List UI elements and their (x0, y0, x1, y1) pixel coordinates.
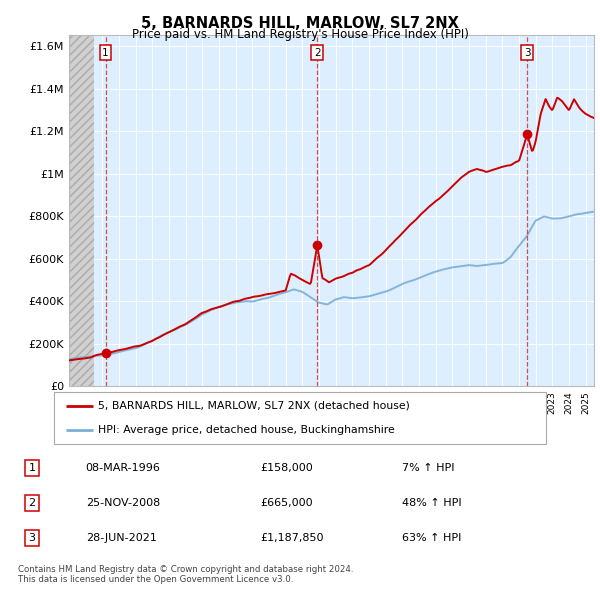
Text: This data is licensed under the Open Government Licence v3.0.: This data is licensed under the Open Gov… (18, 575, 293, 584)
Text: Contains HM Land Registry data © Crown copyright and database right 2024.: Contains HM Land Registry data © Crown c… (18, 565, 353, 573)
Text: 25-NOV-2008: 25-NOV-2008 (86, 498, 160, 508)
Text: £158,000: £158,000 (260, 463, 313, 473)
Text: £1,187,850: £1,187,850 (260, 533, 324, 543)
Text: 7% ↑ HPI: 7% ↑ HPI (401, 463, 454, 473)
Text: 5, BARNARDS HILL, MARLOW, SL7 2NX: 5, BARNARDS HILL, MARLOW, SL7 2NX (141, 16, 459, 31)
Text: 2: 2 (29, 498, 35, 508)
Text: 08-MAR-1996: 08-MAR-1996 (86, 463, 161, 473)
Text: Price paid vs. HM Land Registry's House Price Index (HPI): Price paid vs. HM Land Registry's House … (131, 28, 469, 41)
Text: 63% ↑ HPI: 63% ↑ HPI (401, 533, 461, 543)
FancyBboxPatch shape (54, 392, 546, 444)
Text: 5, BARNARDS HILL, MARLOW, SL7 2NX (detached house): 5, BARNARDS HILL, MARLOW, SL7 2NX (detac… (98, 401, 410, 411)
Text: HPI: Average price, detached house, Buckinghamshire: HPI: Average price, detached house, Buck… (98, 425, 395, 435)
Text: 3: 3 (29, 533, 35, 543)
Text: 2: 2 (314, 48, 320, 58)
Text: 1: 1 (102, 48, 109, 58)
Text: £665,000: £665,000 (260, 498, 313, 508)
Text: 48% ↑ HPI: 48% ↑ HPI (401, 498, 461, 508)
Text: 28-JUN-2021: 28-JUN-2021 (86, 533, 157, 543)
Text: 1: 1 (29, 463, 35, 473)
Bar (69, 35, 94, 386)
Text: 3: 3 (524, 48, 530, 58)
